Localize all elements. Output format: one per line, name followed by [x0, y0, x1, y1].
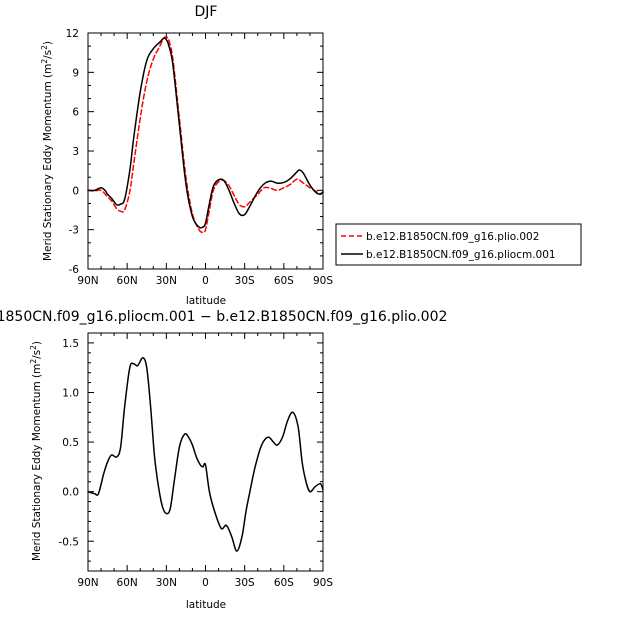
- y-tick-label: 6: [72, 107, 79, 119]
- chart-title: DJF: [195, 4, 218, 20]
- y-tick-label: -6: [69, 264, 80, 276]
- x-tick-label: 60N: [117, 577, 138, 589]
- series-line-plio-002: [87, 35, 324, 234]
- x-tick-label: 30N: [156, 577, 177, 589]
- x-tick-label: 30N: [156, 275, 177, 287]
- panel-top-chart: DJF 90N 60N 30N 0 30S 60S 90S -6 -3 0 3 6 9 12 latitu…: [40, 4, 333, 307]
- x-axis-label: latitude: [186, 599, 226, 611]
- x-tick-label: 30S: [235, 577, 255, 589]
- x-tick-label: 90N: [77, 577, 98, 589]
- legend: b.e12.B1850CN.f09_g16.plio.002 b.e12.B18…: [335, 223, 582, 266]
- y-tick-label: 0: [72, 185, 79, 197]
- y-tick-label: 1.5: [62, 338, 79, 350]
- x-tick-label: 60S: [274, 577, 294, 589]
- series-line-difference: [87, 357, 324, 552]
- y-tick-label: 0.0: [62, 487, 79, 499]
- ticks: 90N 60N 30N 0 30S 60S 90S -0.5 0.0 0.5 1.0 1.5: [59, 332, 333, 589]
- plot-frame: [87, 332, 324, 572]
- x-tick-label: 60N: [117, 275, 138, 287]
- series-group: [87, 35, 324, 234]
- y-tick-label: 0.5: [62, 437, 79, 449]
- x-tick-label: 90S: [313, 275, 333, 287]
- y-tick-label: -0.5: [59, 536, 80, 548]
- plot-frame: [87, 32, 324, 270]
- legend-entry-1: b.e12.B1850CN.f09_g16.plio.002: [341, 231, 539, 243]
- y-tick-label: 1.0: [62, 388, 79, 400]
- x-axis-label: latitude: [186, 295, 226, 307]
- x-tick-label: 90S: [313, 577, 333, 589]
- legend-entry-2: b.e12.B1850CN.f09_g16.pliocm.001: [341, 249, 556, 261]
- y-axis-label: Merid Stationary Eddy Momentum (m2/s2): [29, 341, 43, 561]
- chart-title: B1850CN.f09_g16.pliocm.001 − b.e12.B1850…: [0, 309, 447, 325]
- series-group: [87, 357, 324, 552]
- x-tick-label: 90N: [77, 275, 98, 287]
- y-tick-label: 12: [66, 28, 79, 40]
- y-tick-label: 9: [72, 67, 79, 79]
- legend-box: [335, 223, 582, 266]
- x-tick-label: 0: [202, 577, 209, 589]
- y-axis-label: Merid Stationary Eddy Momentum (m2/s2): [40, 41, 54, 261]
- ticks: 90N 60N 30N 0 30S 60S 90S -6 -3 0 3 6 9 12: [66, 28, 334, 287]
- y-tick-label: -3: [69, 225, 79, 237]
- y-tick-label: 3: [72, 146, 79, 158]
- legend-label-2: b.e12.B1850CN.f09_g16.pliocm.001: [366, 249, 556, 261]
- panel-bottom-chart: B1850CN.f09_g16.pliocm.001 − b.e12.B1850…: [0, 309, 447, 611]
- x-tick-label: 0: [202, 275, 209, 287]
- x-tick-label: 30S: [235, 275, 255, 287]
- series-line-pliocm-001: [87, 37, 324, 229]
- x-tick-label: 60S: [274, 275, 294, 287]
- legend-label-1: b.e12.B1850CN.f09_g16.plio.002: [366, 231, 539, 243]
